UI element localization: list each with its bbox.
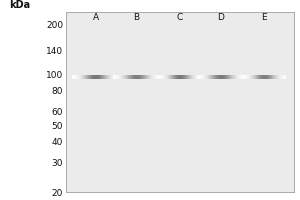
Text: E: E	[262, 13, 267, 22]
Text: C: C	[177, 13, 183, 22]
Text: kDa: kDa	[9, 0, 30, 10]
Text: B: B	[134, 13, 140, 22]
Text: D: D	[218, 13, 224, 22]
Text: A: A	[93, 13, 99, 22]
